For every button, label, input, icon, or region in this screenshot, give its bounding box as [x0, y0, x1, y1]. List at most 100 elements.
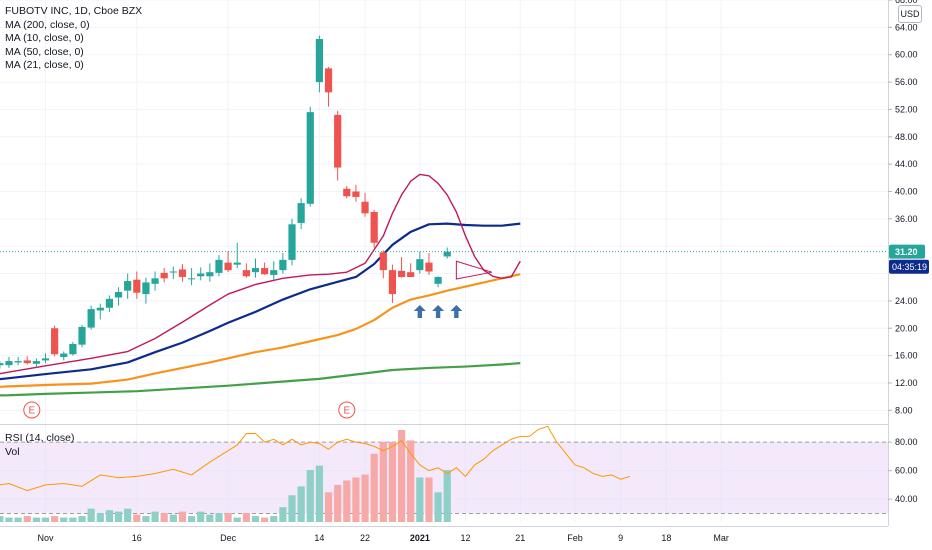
- candle-body-31: [242, 270, 250, 277]
- last-price-label: 31.20: [895, 247, 918, 257]
- candle-32: [251, 258, 260, 278]
- chart-title[interactable]: FUBOTV INC, 1D, Cboe BZX: [5, 5, 143, 17]
- candle-53: [443, 247, 451, 259]
- time-label-3: 14: [314, 533, 324, 543]
- volume-bar-33: [261, 517, 269, 522]
- volume-bar-11: [60, 517, 68, 522]
- candle-33: [261, 262, 269, 275]
- triangle-pattern: [455, 260, 493, 280]
- candle-8: [32, 358, 40, 368]
- candle-body-28: [215, 259, 223, 273]
- indicator-ma-21[interactable]: MA (21, close, 0): [5, 59, 84, 71]
- volume-bar-24: [178, 511, 187, 522]
- ma50-path: [0, 273, 521, 388]
- price-tick-label-10: 48.00: [895, 132, 918, 142]
- earnings-label-0: E: [28, 406, 35, 417]
- candle-body-15: [96, 307, 104, 311]
- volume-bar-9: [41, 517, 50, 522]
- candle-body-26: [197, 273, 205, 277]
- candle-body-16: [105, 298, 114, 308]
- price-tick-label-8: 40.00: [895, 186, 918, 196]
- candle-body-48: [397, 270, 406, 277]
- indicator-ma-10[interactable]: MA (10, close, 0): [5, 32, 84, 44]
- rsi-pane: [0, 425, 888, 522]
- rsi-legend: RSI (14, close) Vol: [5, 432, 74, 459]
- time-label-1: 16: [132, 533, 142, 543]
- time-label-5: 2021: [410, 533, 430, 543]
- volume-bar-30: [233, 517, 241, 522]
- legend: FUBOTV INC, 1D, Cboe BZX MA (200, close,…: [5, 5, 142, 73]
- candle-7: [23, 356, 31, 365]
- ma200-path: [0, 362, 521, 397]
- candle-body-33: [261, 268, 269, 275]
- volume-bar-10: [51, 516, 59, 522]
- candle-body-14: [87, 309, 95, 328]
- candlestick-series: [0, 35, 451, 369]
- candle-5: [5, 356, 13, 368]
- candle-body-5: [5, 361, 13, 366]
- rsi-label[interactable]: RSI (14, close): [5, 432, 75, 444]
- volume-bar-29: [224, 513, 232, 522]
- candle-body-20: [142, 282, 150, 295]
- volume-bar-43: [352, 477, 360, 522]
- volume-bar-18: [124, 508, 132, 522]
- candle-41: [334, 110, 342, 181]
- candle-body-52: [434, 276, 442, 284]
- candle-4: [0, 361, 4, 369]
- time-label-7: 21: [515, 533, 525, 543]
- candle-body-32: [251, 268, 260, 273]
- volume-bar-35: [279, 507, 287, 522]
- indicator-ma-50[interactable]: MA (50, close, 0): [5, 45, 84, 58]
- volume-bar-45: [370, 453, 378, 522]
- candle-43: [352, 184, 360, 202]
- volume-bar-52: [434, 492, 442, 522]
- ma10-path: [0, 173, 521, 375]
- time-label-0: Nov: [37, 533, 54, 543]
- volume-bar-14: [87, 508, 95, 522]
- price-tick-label-9: 44.00: [895, 159, 918, 169]
- volume-bar-6: [14, 517, 22, 522]
- price-tick-label-14: 64.00: [895, 22, 918, 32]
- candle-26: [197, 267, 205, 281]
- candle-body-24: [178, 269, 187, 277]
- candle-21: [151, 271, 159, 291]
- candle-28: [215, 255, 223, 277]
- volume-bar-50: [416, 477, 424, 522]
- candle-body-36: [288, 224, 296, 260]
- candle-10: [51, 325, 59, 357]
- rsi-line: [0, 425, 630, 492]
- volume-bar-42: [343, 480, 351, 522]
- candle-12: [69, 341, 77, 356]
- candle-body-25: [187, 278, 196, 280]
- ma21-path: [0, 222, 521, 381]
- candle-body-8: [32, 361, 40, 364]
- ma-50-line: [0, 273, 521, 388]
- candle-body-44: [361, 201, 369, 214]
- currency-button[interactable]: USD: [898, 5, 922, 23]
- volume-label[interactable]: Vol: [5, 445, 20, 458]
- candle-body-17: [114, 292, 123, 298]
- candle-body-10: [51, 328, 59, 355]
- price-tick-label-4: 24.00: [895, 296, 918, 306]
- candle-body-45: [370, 212, 378, 243]
- volume-bar-39: [315, 465, 323, 522]
- volume-bar-15: [96, 513, 104, 522]
- candle-6: [14, 356, 22, 366]
- rsi-tick-label-1: 60.00: [895, 466, 918, 476]
- candle-39: [315, 35, 323, 93]
- candle-14: [87, 305, 95, 330]
- candle-44: [361, 192, 369, 217]
- price-tick-label-2: 16.00: [895, 351, 918, 361]
- candle-13: [78, 324, 86, 348]
- indicator-ma-200[interactable]: MA (200, close, 0): [5, 18, 90, 31]
- candle-34: [270, 261, 278, 280]
- candle-19: [133, 271, 141, 299]
- candle-body-51: [425, 262, 433, 272]
- candle-body-22: [160, 272, 168, 279]
- up-arrow-icon-1: [432, 305, 445, 318]
- candle-31: [242, 263, 250, 278]
- up-arrow-icon-2: [450, 305, 463, 318]
- candle-body-7: [23, 360, 31, 364]
